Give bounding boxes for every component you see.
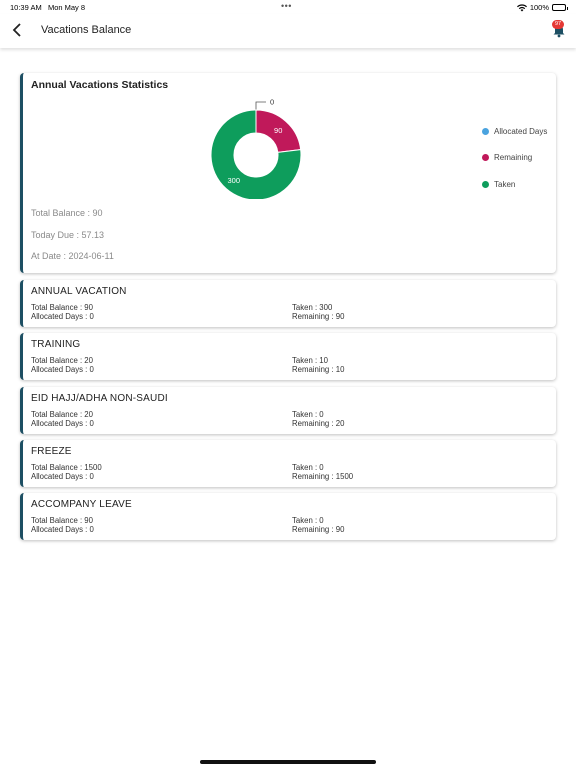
- vacation-card[interactable]: TRAINING Total Balance : 20 Allocated Da…: [20, 333, 556, 380]
- vacation-remaining: Remaining : 1500: [292, 472, 354, 481]
- total-balance: Total Balance : 90: [31, 208, 103, 218]
- vacation-allocated-days: Allocated Days : 0: [31, 525, 94, 534]
- vacation-card[interactable]: ACCOMPANY LEAVE Total Balance : 90 Alloc…: [20, 493, 556, 540]
- vacation-name: FREEZE: [31, 446, 72, 457]
- legend-item-taken[interactable]: Taken: [482, 171, 547, 198]
- legend-label: Allocated Days: [494, 126, 548, 136]
- vacation-card[interactable]: ANNUAL VACATION Total Balance : 90 Alloc…: [20, 280, 556, 327]
- vacation-total-balance: Total Balance : 20: [31, 356, 93, 365]
- vacation-total-balance: Total Balance : 20: [31, 410, 93, 419]
- battery-icon: [552, 4, 568, 11]
- donut-chart: 0 90 300: [210, 98, 302, 199]
- notifications-button[interactable]: 97: [550, 20, 568, 39]
- vacation-name: ACCOMPANY LEAVE: [31, 499, 132, 510]
- vacation-total-balance: Total Balance : 90: [31, 516, 93, 525]
- legend-dot: [482, 154, 489, 162]
- page-title: Vacations Balance: [41, 24, 132, 36]
- vacation-card[interactable]: FREEZE Total Balance : 1500 Allocated Da…: [20, 440, 556, 487]
- home-indicator[interactable]: [200, 760, 376, 764]
- vacation-remaining: Remaining : 20: [292, 419, 345, 428]
- vacation-name: EID HAJJ/ADHA NON-SAUDI: [31, 393, 168, 404]
- annual-stats-card: Annual Vacations Statistics 0 90 300 Alloc…: [20, 73, 556, 273]
- today-due: Today Due : 57.13: [31, 230, 105, 240]
- vacation-remaining: Remaining : 10: [292, 365, 345, 374]
- vacation-allocated-days: Allocated Days : 0: [31, 472, 94, 481]
- vacation-name: ANNUAL VACATION: [31, 286, 127, 297]
- vacation-remaining: Remaining : 90: [292, 312, 345, 321]
- at-date: At Date : 2024-06-11: [31, 251, 114, 261]
- donut-value-label: 90: [274, 126, 282, 135]
- donut-value-label: 300: [228, 176, 241, 185]
- chevron-left-icon: [12, 23, 21, 37]
- legend-label: Remaining: [494, 153, 533, 163]
- status-bar: 10:39 AM Mon May 8 ••• 100%: [0, 0, 576, 14]
- vacation-card[interactable]: EID HAJJ/ADHA NON-SAUDI Total Balance : …: [20, 387, 556, 434]
- donut-callout-line: [255, 101, 266, 110]
- app-header: Vacations Balance 97: [0, 14, 576, 48]
- vacation-name: TRAINING: [31, 339, 81, 350]
- vacation-total-balance: Total Balance : 1500: [31, 463, 102, 472]
- legend-dot: [482, 180, 489, 188]
- legend-label: Taken: [494, 179, 516, 189]
- vacation-taken: Taken : 0: [292, 410, 324, 419]
- vacation-remaining: Remaining : 90: [292, 525, 345, 534]
- legend-dot: [482, 127, 489, 135]
- vacation-taken: Taken : 10: [292, 356, 328, 365]
- back-button[interactable]: [8, 21, 26, 39]
- vacation-taken: Taken : 0: [292, 516, 324, 525]
- chart-legend: Allocated Days Remaining Taken: [482, 118, 547, 198]
- wifi-icon: [516, 3, 527, 11]
- battery-percent: 100%: [529, 3, 549, 12]
- vacation-allocated-days: Allocated Days : 0: [31, 419, 94, 428]
- status-time: 10:39 AM Mon May 8: [10, 3, 86, 12]
- multitasking-dots-icon[interactable]: •••: [281, 1, 292, 11]
- status-right: 100%: [516, 3, 568, 12]
- vacation-allocated-days: Allocated Days : 0: [31, 312, 94, 321]
- vacation-allocated-days: Allocated Days : 0: [31, 365, 94, 374]
- legend-item-allocated[interactable]: Allocated Days: [482, 118, 547, 145]
- vacation-taken: Taken : 0: [292, 463, 324, 472]
- stats-title: Annual Vacations Statistics: [31, 79, 169, 91]
- vacation-taken: Taken : 300: [292, 303, 333, 312]
- donut-slice-taken[interactable]: [210, 109, 302, 199]
- legend-item-remaining[interactable]: Remaining: [482, 145, 547, 172]
- donut-value-label: 0: [270, 98, 274, 107]
- notification-badge: 97: [552, 20, 564, 29]
- vacation-total-balance: Total Balance : 90: [31, 303, 93, 312]
